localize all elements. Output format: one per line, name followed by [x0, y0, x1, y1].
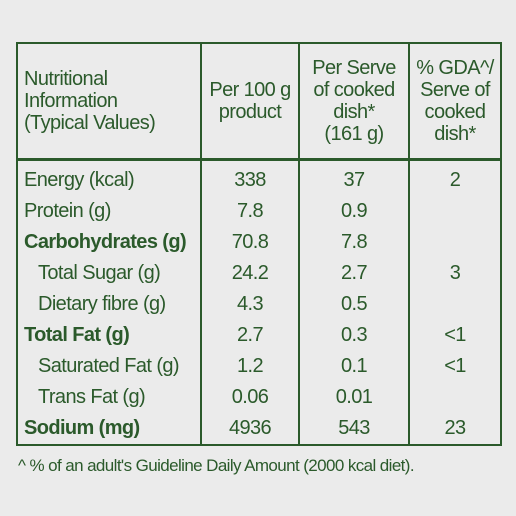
- table-row: Trans Fat (g) 0.06 0.01: [16, 382, 501, 413]
- table-row: Carbohydrates (g) 70.8 7.8: [16, 227, 501, 258]
- row-label: Saturated Fat (g): [16, 351, 201, 382]
- header-cell: Per 100 g product: [200, 43, 299, 161]
- value-cell: 4.3: [200, 289, 299, 320]
- header-line: Nutritional: [24, 68, 108, 90]
- header-line: (161 g): [324, 123, 384, 145]
- header-line: dish*: [434, 123, 476, 145]
- value-cell: 70.8: [200, 227, 299, 258]
- value-cell: 2.7: [298, 258, 409, 289]
- row-label: Carbohydrates (g): [16, 227, 201, 258]
- value-cell: 24.2: [200, 258, 299, 289]
- table-row: Energy (kcal) 338 37 2: [16, 159, 501, 196]
- nutrition-panel: Nutritional Information (Typical Values) Pe…: [16, 42, 502, 446]
- header-line: of cooked: [313, 79, 395, 101]
- header-line: Per 100 g: [209, 79, 291, 101]
- row-label: Dietary fibre (g): [16, 289, 201, 320]
- header-line: (Typical Values): [24, 112, 156, 134]
- row-label: Trans Fat (g): [16, 382, 201, 413]
- header-line: Per Serve: [312, 57, 396, 79]
- table-row: Total Sugar (g) 24.2 2.7 3: [16, 258, 501, 289]
- row-label: Total Fat (g): [16, 320, 201, 351]
- table-row: Saturated Fat (g) 1.2 0.1 <1: [16, 351, 501, 382]
- value-cell: [408, 382, 501, 413]
- value-cell: [408, 289, 501, 320]
- table-body: Energy (kcal) 338 37 2 Protein (g) 7.8 0.9 Carb…: [16, 159, 501, 445]
- table-row: Dietary fibre (g) 4.3 0.5: [16, 289, 501, 320]
- header-cell: Per Serve of cooked dish* (161 g): [298, 43, 409, 161]
- header-cell: Nutritional Information (Typical Values): [16, 43, 201, 161]
- value-cell: [408, 227, 501, 258]
- row-label: Total Sugar (g): [16, 258, 201, 289]
- value-cell: <1: [408, 320, 501, 351]
- value-cell: [408, 196, 501, 227]
- value-cell: 3: [408, 258, 501, 289]
- table-row: Sodium (mg) 4936 543 23: [16, 413, 501, 445]
- value-cell: 0.01: [298, 382, 409, 413]
- value-cell: <1: [408, 351, 501, 382]
- value-cell: 37: [298, 159, 409, 196]
- header-line: cooked: [424, 101, 487, 123]
- value-cell: 1.2: [200, 351, 299, 382]
- row-label: Protein (g): [16, 196, 201, 227]
- table-row: Protein (g) 7.8 0.9: [16, 196, 501, 227]
- value-cell: 23: [408, 413, 501, 445]
- value-cell: 7.8: [298, 227, 409, 258]
- value-cell: 338: [200, 159, 299, 196]
- row-label: Sodium (mg): [16, 413, 201, 445]
- header-line: Serve of: [420, 79, 490, 101]
- value-cell: 7.8: [200, 196, 299, 227]
- header-cell: % GDA^/Serve of cooked dish*: [408, 43, 501, 161]
- value-cell: 0.3: [298, 320, 409, 351]
- value-cell: 0.9: [298, 196, 409, 227]
- value-cell: 2.7: [200, 320, 299, 351]
- footnote: ^ % of an adult's Guideline Daily Amount…: [18, 456, 415, 475]
- value-cell: 543: [298, 413, 409, 445]
- value-cell: 4936: [200, 413, 299, 445]
- header-line: dish*: [333, 101, 375, 123]
- value-cell: 0.06: [200, 382, 299, 413]
- header-line: product: [218, 101, 282, 123]
- header-row: Nutritional Information (Typical Values) Pe…: [16, 43, 501, 161]
- value-cell: 0.1: [298, 351, 409, 382]
- table-row: Total Fat (g) 2.7 0.3 <1: [16, 320, 501, 351]
- value-cell: 0.5: [298, 289, 409, 320]
- header-line: % GDA^/: [416, 57, 494, 79]
- row-label: Energy (kcal): [16, 159, 201, 196]
- header-line: Information: [24, 90, 118, 112]
- nutrition-table: Nutritional Information (Typical Values) Pe…: [16, 42, 502, 446]
- value-cell: 2: [408, 159, 501, 196]
